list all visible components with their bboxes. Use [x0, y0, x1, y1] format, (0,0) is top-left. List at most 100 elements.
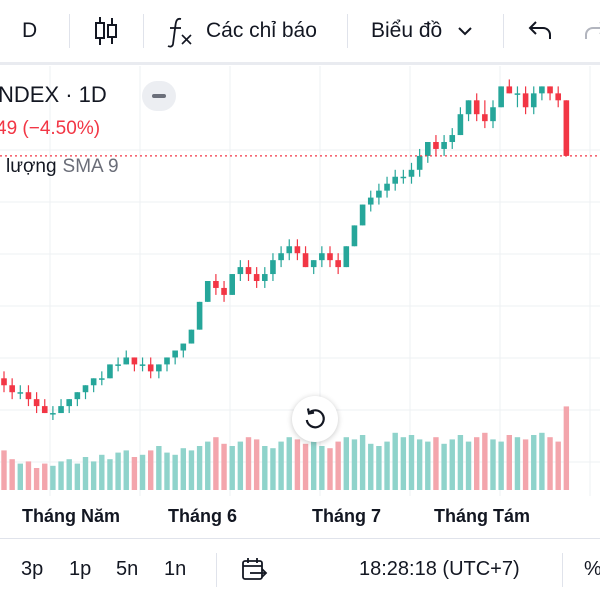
candle-body [99, 378, 105, 380]
volume-bar [343, 437, 349, 490]
candle-body [408, 169, 415, 177]
volume-bar [474, 437, 480, 490]
redo-button[interactable] [582, 0, 600, 62]
candle-body [555, 93, 561, 101]
volume-bar [482, 432, 488, 490]
candle-body [465, 100, 472, 115]
volume-bar [9, 459, 15, 490]
volume-bar [1, 450, 7, 490]
function-icon [167, 17, 192, 48]
volume-bar [221, 443, 227, 490]
candle-body [498, 86, 504, 108]
candle-body [90, 378, 97, 386]
candle-body [522, 93, 529, 108]
volume-bar [384, 441, 390, 490]
candle-body [457, 114, 464, 136]
candle-body [343, 246, 350, 268]
candle-body [41, 406, 48, 414]
candle-body [9, 385, 15, 393]
volume-bar [245, 437, 252, 490]
volume-bar [172, 454, 178, 490]
candle-body [1, 378, 7, 386]
volume-bar [522, 439, 529, 490]
volume-bar [539, 432, 545, 490]
candle-body [180, 343, 187, 351]
candle-body [359, 204, 366, 226]
chart-type-label: Biểu đồ [371, 19, 443, 42]
volume-bar [335, 441, 341, 490]
candle-body [164, 357, 170, 365]
candle-body [270, 260, 276, 275]
volume-bar [457, 435, 464, 490]
candle-body [514, 93, 521, 95]
candle-body [286, 246, 293, 254]
candle-body [25, 392, 32, 400]
volume-bar [376, 446, 382, 490]
volume-bar [465, 441, 472, 490]
volume-legend[interactable]: lượng SMA 9 [6, 156, 119, 178]
reset-chart-button[interactable] [292, 396, 338, 442]
interval-button[interactable]: D [22, 0, 37, 62]
volume-bar [115, 452, 121, 490]
candle-body [107, 364, 113, 379]
volume-bar [25, 461, 32, 490]
candle-body [335, 260, 341, 268]
undo-icon [528, 21, 551, 39]
top-toolbar: D Các chỉ báo Biểu đồ [0, 0, 600, 62]
volume-bar [368, 443, 374, 490]
volume-bar [253, 439, 260, 490]
volume-bar [237, 441, 244, 490]
volume-bar [441, 443, 447, 490]
candle-body [139, 364, 146, 366]
price-chart[interactable] [0, 66, 600, 496]
candle-body [50, 413, 56, 415]
indicators-button[interactable]: Các chỉ báo [166, 0, 317, 62]
candle-body [229, 274, 235, 295]
volume-bar [278, 441, 284, 490]
go-to-date-button[interactable] [240, 539, 268, 600]
clock-timezone[interactable]: 18:28:18 (UTC+7) [359, 558, 520, 580]
time-axis-label: Tháng 6 [168, 506, 238, 526]
range-button-1n[interactable]: 1n [164, 558, 187, 580]
volume-bar [213, 437, 219, 490]
toolbar-divider [143, 14, 144, 48]
range-button-5n[interactable]: 5n [116, 558, 139, 580]
range-button-1p[interactable]: 1p [69, 558, 92, 580]
calendar-go-to-icon [242, 557, 268, 580]
volume-bar [188, 450, 195, 490]
candle-body [66, 399, 72, 407]
chart-type-button[interactable]: Biểu đồ [371, 0, 474, 62]
candle-body [327, 253, 333, 261]
undo-button[interactable] [526, 0, 554, 62]
toolbar-divider [347, 14, 348, 48]
candle-body [82, 385, 89, 393]
bottom-toolbar: 3p 1p 5n 1n 18:28:18 (UTC+7) % [0, 539, 600, 600]
toolbar-divider [216, 553, 217, 587]
volume-bar [90, 461, 97, 490]
symbol-title[interactable]: NDEX · 1D [0, 82, 107, 107]
candle-body [547, 86, 553, 94]
volume-bar [449, 439, 455, 490]
collapse-legend-button[interactable] [142, 81, 176, 111]
candles-style-button[interactable] [92, 0, 120, 62]
candle-body [367, 197, 374, 205]
volume-bar [33, 468, 40, 490]
range-button-3p[interactable]: 3p [21, 558, 44, 580]
candle-body [351, 225, 358, 247]
candle-body [539, 86, 545, 94]
percent-scale-button[interactable]: % [584, 539, 600, 600]
candle-body [253, 274, 260, 281]
candle-body [376, 190, 382, 198]
volume-bar [433, 437, 439, 490]
volume-bar [359, 435, 366, 490]
candle-body [294, 246, 301, 254]
price-change: 49 (−4.50%) [0, 118, 101, 139]
candle-body [302, 253, 309, 268]
volume-bar [425, 441, 431, 490]
volume-label: lượng [6, 156, 57, 177]
volume-bar [506, 435, 512, 490]
volume-bar [148, 450, 154, 490]
candle-body [506, 86, 513, 94]
volume-bar [17, 463, 23, 490]
volume-bar [131, 457, 138, 490]
